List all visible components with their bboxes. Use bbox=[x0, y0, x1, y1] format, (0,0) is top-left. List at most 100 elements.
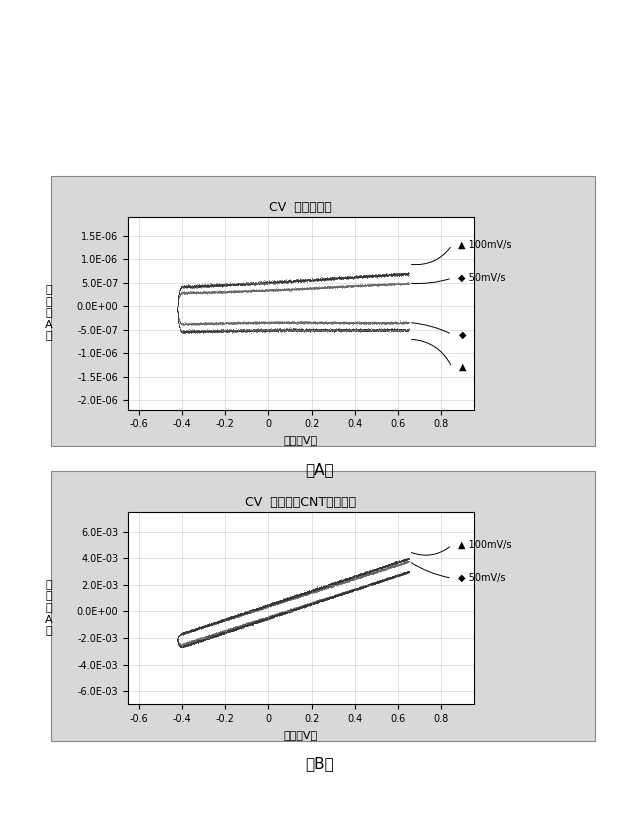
Point bbox=[180, 636, 190, 649]
Point bbox=[266, 596, 276, 609]
Point bbox=[312, 323, 322, 336]
Point bbox=[319, 580, 329, 593]
Point bbox=[275, 596, 285, 609]
Point bbox=[326, 323, 337, 336]
Point bbox=[329, 579, 339, 592]
Point bbox=[249, 616, 259, 629]
Point bbox=[400, 566, 410, 579]
Point bbox=[192, 634, 202, 647]
Point bbox=[347, 317, 357, 330]
Point bbox=[250, 316, 260, 329]
Point bbox=[257, 613, 268, 626]
Point bbox=[245, 323, 255, 336]
Point bbox=[346, 584, 356, 597]
Point bbox=[387, 324, 397, 337]
Point bbox=[276, 323, 287, 336]
Point bbox=[199, 324, 209, 337]
Point bbox=[199, 279, 209, 292]
Point bbox=[367, 566, 378, 579]
Point bbox=[260, 600, 270, 613]
Point bbox=[219, 279, 229, 292]
Point bbox=[367, 563, 377, 577]
Point bbox=[248, 605, 258, 618]
Point bbox=[363, 564, 373, 577]
Point bbox=[344, 278, 354, 292]
Point bbox=[257, 602, 267, 615]
Point bbox=[209, 284, 219, 297]
Point bbox=[252, 604, 262, 617]
Point bbox=[380, 316, 390, 329]
Point bbox=[225, 625, 235, 638]
Point bbox=[241, 607, 252, 620]
Point bbox=[372, 565, 382, 578]
Point bbox=[326, 577, 336, 590]
Point bbox=[403, 267, 413, 280]
Point bbox=[229, 621, 239, 634]
Point bbox=[337, 573, 347, 586]
Point bbox=[207, 617, 217, 630]
Point bbox=[356, 569, 367, 582]
Point bbox=[322, 271, 332, 284]
Point bbox=[303, 586, 314, 600]
Point bbox=[345, 574, 355, 587]
Point bbox=[178, 282, 188, 295]
Point bbox=[295, 587, 305, 600]
Point bbox=[266, 275, 276, 288]
Point bbox=[370, 576, 380, 589]
Point bbox=[293, 601, 303, 614]
Point bbox=[295, 600, 305, 613]
Point bbox=[317, 581, 327, 594]
Point bbox=[291, 589, 301, 602]
Point bbox=[269, 596, 279, 609]
Point bbox=[340, 573, 350, 586]
Point bbox=[177, 627, 187, 640]
Point bbox=[365, 317, 375, 330]
Point bbox=[351, 581, 362, 595]
Point bbox=[403, 565, 413, 578]
Point bbox=[317, 582, 327, 595]
Point bbox=[388, 269, 398, 282]
Point bbox=[236, 608, 246, 621]
Point bbox=[318, 281, 328, 294]
Point bbox=[296, 282, 307, 295]
Point bbox=[382, 573, 392, 586]
Point bbox=[217, 614, 227, 627]
Point bbox=[381, 315, 392, 328]
Point bbox=[308, 586, 319, 599]
Point bbox=[286, 591, 296, 604]
Point bbox=[298, 600, 308, 613]
Point bbox=[363, 565, 373, 578]
Point bbox=[294, 590, 305, 604]
Point bbox=[273, 324, 284, 337]
Point bbox=[380, 573, 390, 586]
Point bbox=[269, 283, 280, 296]
Point bbox=[293, 602, 303, 615]
Point bbox=[397, 557, 407, 570]
Point bbox=[276, 283, 287, 296]
Point bbox=[280, 607, 290, 620]
Point bbox=[239, 606, 250, 619]
Point bbox=[300, 599, 310, 612]
Point bbox=[310, 595, 321, 609]
Point bbox=[394, 277, 404, 290]
Point bbox=[342, 573, 353, 586]
Point bbox=[308, 273, 319, 286]
Point bbox=[284, 591, 294, 604]
Point bbox=[294, 274, 305, 287]
Point bbox=[375, 324, 385, 337]
Point bbox=[348, 571, 358, 584]
Point bbox=[179, 318, 189, 331]
Point bbox=[333, 316, 344, 329]
Point bbox=[236, 621, 246, 634]
Point bbox=[333, 323, 343, 336]
Point bbox=[272, 609, 282, 622]
Point bbox=[346, 280, 356, 293]
Point bbox=[302, 599, 312, 612]
Point bbox=[284, 604, 294, 617]
Point bbox=[198, 325, 208, 338]
Point bbox=[277, 323, 287, 336]
Point bbox=[195, 278, 205, 291]
Point bbox=[175, 283, 185, 296]
Point bbox=[202, 316, 212, 329]
Point bbox=[177, 280, 188, 293]
